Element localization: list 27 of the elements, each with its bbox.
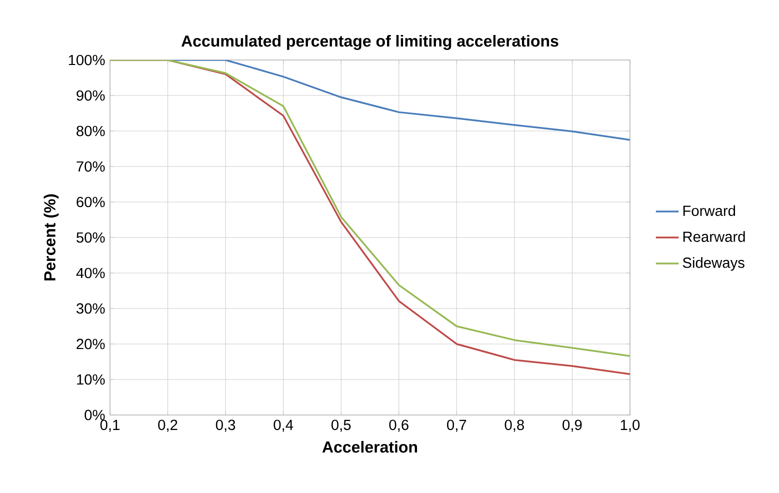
legend-label: Forward xyxy=(683,205,736,216)
y-tick-label: 100% xyxy=(68,54,105,66)
y-tick-label: 70% xyxy=(76,161,105,172)
x-tick-label: 0,2 xyxy=(158,420,178,432)
y-axis-title: Percent (%) xyxy=(44,194,59,280)
x-tick-label: 0,4 xyxy=(274,420,294,432)
y-tick-label: 10% xyxy=(77,374,105,385)
x-axis-title: Acceleration xyxy=(322,440,418,453)
y-tick-label: 40% xyxy=(76,268,105,278)
chart-title: Accumulated percentage of limiting accelerations xyxy=(181,34,558,50)
y-tick-label: 30% xyxy=(76,303,105,314)
x-tick-label: 0,3 xyxy=(216,420,236,432)
y-tick-label: 50% xyxy=(76,232,105,243)
y-tick-label: 90% xyxy=(76,90,105,101)
x-tick-label: 0,6 xyxy=(389,420,408,432)
legend-label: Rearward xyxy=(683,231,745,242)
y-tick-label: 20% xyxy=(76,338,105,350)
x-tick-label: 0,5 xyxy=(331,420,351,432)
x-tick-label: 1,0 xyxy=(620,420,640,432)
y-tick-label: 0% xyxy=(84,410,105,420)
y-tick-label: 80% xyxy=(76,126,105,136)
x-tick-label: 0,1 xyxy=(100,420,120,432)
y-tick-label: 60% xyxy=(76,196,105,208)
x-tick-label: 0,8 xyxy=(504,420,524,432)
legend-label: Sideways xyxy=(682,257,744,271)
x-tick-label: 0,9 xyxy=(562,420,582,432)
x-tick-label: 0,7 xyxy=(447,420,466,432)
